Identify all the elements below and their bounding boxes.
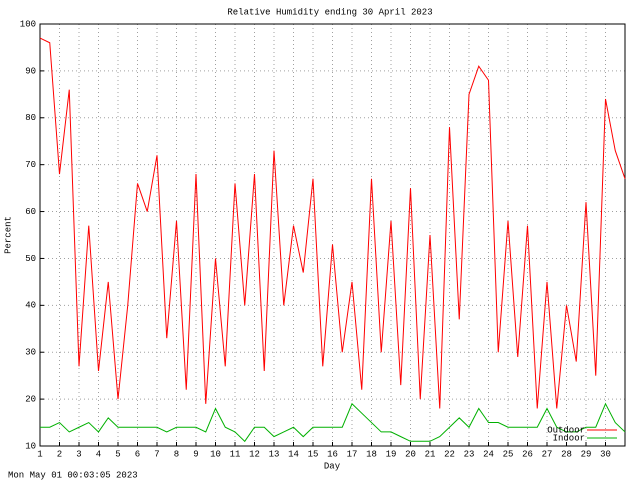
y-tick-label: 40 bbox=[25, 301, 36, 311]
y-tick-label: 100 bbox=[20, 19, 36, 29]
x-tick-label: 21 bbox=[425, 449, 436, 459]
x-tick-label: 29 bbox=[581, 449, 592, 459]
line-series bbox=[40, 402, 626, 443]
x-tick-label: 17 bbox=[347, 449, 358, 459]
x-tick-label: 4 bbox=[96, 449, 101, 459]
x-tick-label: 13 bbox=[269, 449, 280, 459]
x-tick-label: 7 bbox=[154, 449, 159, 459]
x-tick-label: 11 bbox=[230, 449, 241, 459]
x-tick-label: 1 bbox=[37, 449, 42, 459]
y-tick-label: 90 bbox=[25, 66, 36, 76]
y-tick-label: 70 bbox=[25, 160, 36, 170]
x-tick-label: 24 bbox=[483, 449, 494, 459]
y-tick-label: 30 bbox=[25, 348, 36, 358]
legend-label: Indoor bbox=[553, 433, 585, 443]
x-tick-label: 27 bbox=[542, 449, 553, 459]
x-tick-label: 3 bbox=[76, 449, 81, 459]
y-tick-label: 20 bbox=[25, 394, 36, 404]
x-tick-label: 8 bbox=[174, 449, 179, 459]
x-tick-label: 9 bbox=[193, 449, 198, 459]
x-tick-label: 16 bbox=[327, 449, 338, 459]
x-tick-label: 30 bbox=[600, 449, 611, 459]
legend-label: Outdoor bbox=[547, 425, 585, 435]
x-tick-label: 18 bbox=[366, 449, 377, 459]
x-tick-label: 26 bbox=[522, 449, 533, 459]
chart-title: Relative Humidity ending 30 April 2023 bbox=[227, 7, 432, 17]
x-tick-label: 23 bbox=[464, 449, 475, 459]
y-tick-label: 60 bbox=[25, 207, 36, 217]
line-series bbox=[39, 37, 626, 409]
y-axis-label: Percent bbox=[3, 216, 13, 254]
x-tick-label: 2 bbox=[57, 449, 62, 459]
x-tick-label: 6 bbox=[135, 449, 140, 459]
y-tick-label: 10 bbox=[25, 441, 36, 451]
x-tick-label: 25 bbox=[503, 449, 514, 459]
y-tick-label: 80 bbox=[25, 113, 36, 123]
x-tick-label: 28 bbox=[561, 449, 572, 459]
x-axis-label: Day bbox=[324, 461, 341, 471]
x-tick-label: 14 bbox=[288, 449, 299, 459]
x-tick-label: 20 bbox=[405, 449, 416, 459]
x-tick-label: 19 bbox=[386, 449, 397, 459]
footer: Mon May 01 00:03:05 2023 bbox=[8, 470, 138, 480]
x-tick-label: 10 bbox=[210, 449, 221, 459]
x-tick-label: 5 bbox=[115, 449, 120, 459]
x-tick-label: 12 bbox=[249, 449, 260, 459]
x-tick-label: 15 bbox=[308, 449, 319, 459]
y-tick-label: 50 bbox=[25, 254, 36, 264]
x-tick-label: 22 bbox=[444, 449, 455, 459]
plot-frame bbox=[39, 23, 626, 447]
